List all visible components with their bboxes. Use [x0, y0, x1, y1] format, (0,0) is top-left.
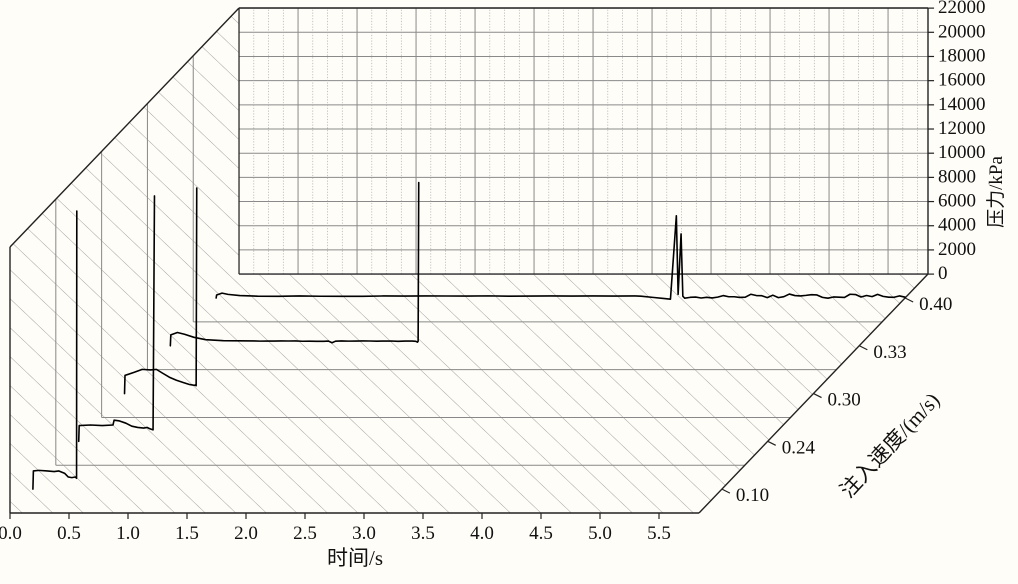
svg-text:压力/kPa: 压力/kPa [985, 156, 1007, 228]
svg-text:3.5: 3.5 [411, 523, 435, 544]
svg-text:18000: 18000 [938, 45, 986, 66]
svg-text:5.0: 5.0 [588, 523, 612, 544]
svg-text:6000: 6000 [938, 191, 976, 212]
svg-text:1.5: 1.5 [175, 523, 199, 544]
svg-text:4.5: 4.5 [529, 523, 553, 544]
svg-text:4.0: 4.0 [470, 523, 494, 544]
svg-text:14000: 14000 [938, 94, 986, 115]
svg-text:2.0: 2.0 [234, 523, 258, 544]
svg-text:0.0: 0.0 [0, 523, 22, 544]
svg-text:20000: 20000 [938, 21, 986, 42]
svg-text:4000: 4000 [938, 215, 976, 236]
svg-text:3.0: 3.0 [352, 523, 376, 544]
svg-text:2000: 2000 [938, 239, 976, 260]
svg-text:时间/s: 时间/s [327, 546, 383, 570]
svg-text:12000: 12000 [938, 118, 986, 139]
svg-text:0.10: 0.10 [736, 485, 769, 506]
svg-text:8000: 8000 [938, 166, 976, 187]
svg-text:1.0: 1.0 [116, 523, 140, 544]
svg-text:0.40: 0.40 [919, 294, 952, 315]
svg-text:0.30: 0.30 [828, 390, 861, 411]
svg-text:5.5: 5.5 [647, 523, 671, 544]
svg-text:10000: 10000 [938, 142, 986, 163]
svg-text:2.5: 2.5 [293, 523, 317, 544]
svg-text:16000: 16000 [938, 70, 986, 91]
svg-text:0.33: 0.33 [873, 342, 906, 363]
svg-text:0.5: 0.5 [57, 523, 81, 544]
svg-text:0.24: 0.24 [782, 437, 816, 458]
svg-text:22000: 22000 [938, 0, 986, 18]
svg-text:0: 0 [938, 263, 948, 284]
